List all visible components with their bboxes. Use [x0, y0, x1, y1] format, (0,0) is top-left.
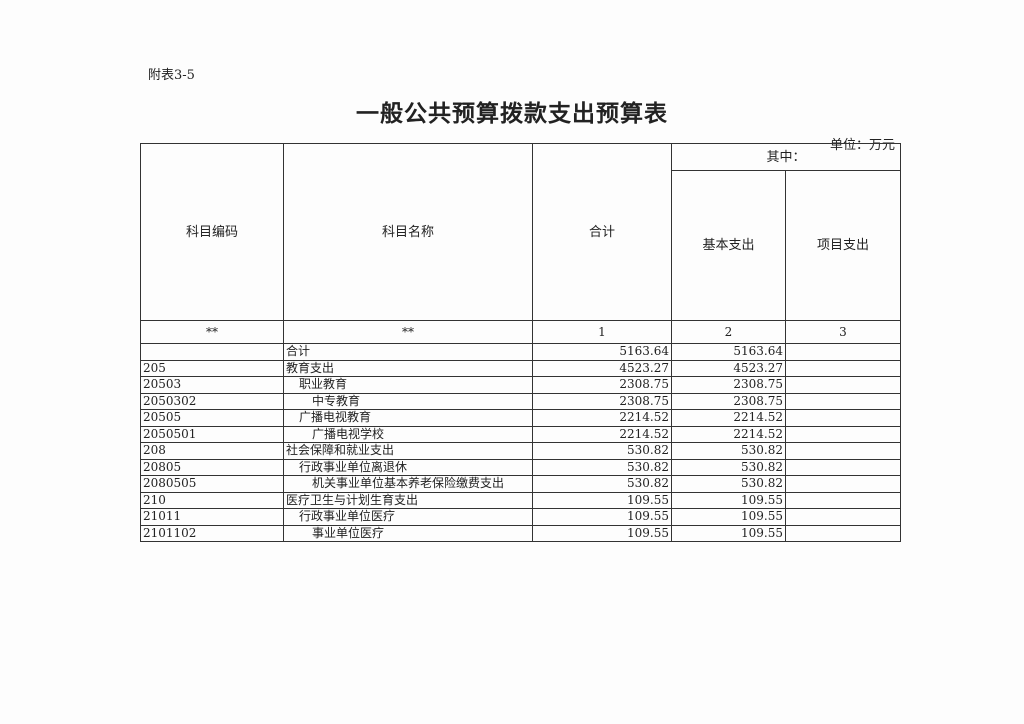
project-cell — [785, 458, 901, 476]
name-cell: 行政事业单位医疗 — [283, 508, 533, 526]
header-code: 科目编码 — [140, 143, 284, 321]
code-cell: 2080505 — [140, 475, 284, 493]
name-cell: 机关事业单位基本养老保险缴费支出 — [283, 475, 533, 493]
header-name: 科目名称 — [283, 143, 533, 321]
total-cell: 530.82 — [532, 458, 672, 476]
project-cell — [785, 343, 901, 361]
name-cell: 行政事业单位离退休 — [283, 458, 533, 476]
header-total: 合计 — [532, 143, 672, 321]
code-cell: 210 — [140, 491, 284, 509]
total-cell: 109.55 — [532, 524, 672, 542]
basic-cell: 530.82 — [671, 442, 786, 460]
total-cell: 530.82 — [532, 475, 672, 493]
index-cell: 2 — [671, 320, 786, 344]
basic-cell: 2214.52 — [671, 409, 786, 427]
name-cell: 广播电视学校 — [283, 425, 533, 443]
name-cell: 合计 — [283, 343, 533, 361]
total-cell: 2214.52 — [532, 409, 672, 427]
table-row: 20805 行政事业单位离退休 530.82 530.82 — [140, 458, 901, 476]
basic-cell: 4523.27 — [671, 359, 786, 377]
project-cell — [785, 508, 901, 526]
table-row: 2050501 广播电视学校 2214.52 2214.52 — [140, 425, 901, 443]
table-row: 20503 职业教育 2308.75 2308.75 — [140, 376, 901, 394]
project-cell — [785, 524, 901, 542]
name-cell: 职业教育 — [283, 376, 533, 394]
header-of-which: 其中： — [671, 142, 901, 172]
code-cell: 205 — [140, 359, 284, 377]
table-row: 2080505 机关事业单位基本养老保险缴费支出 530.82 530.82 — [140, 475, 901, 493]
code-cell: 20805 — [140, 458, 284, 476]
name-cell: 广播电视教育 — [283, 409, 533, 427]
index-cell: 3 — [785, 320, 901, 344]
total-cell: 2308.75 — [532, 392, 672, 410]
project-cell — [785, 475, 901, 493]
total-cell: 5163.64 — [532, 343, 672, 361]
index-cell: 1 — [532, 320, 672, 344]
project-cell — [785, 409, 901, 427]
table-row: 21011 行政事业单位医疗 109.55 109.55 — [140, 508, 901, 526]
code-cell: 21011 — [140, 508, 284, 526]
basic-cell: 109.55 — [671, 491, 786, 509]
index-row: ** ** 1 2 3 — [140, 320, 901, 344]
code-cell: 20505 — [140, 409, 284, 427]
project-cell — [785, 359, 901, 377]
budget-table: 科目编码 科目名称 合计 其中： 基本支出 项目支出 ** ** 1 2 3 合… — [140, 142, 901, 542]
basic-cell: 2308.75 — [671, 392, 786, 410]
index-cell: ** — [140, 320, 284, 344]
basic-cell: 5163.64 — [671, 343, 786, 361]
basic-cell: 109.55 — [671, 524, 786, 542]
table-row: 2101102 事业单位医疗 109.55 109.55 — [140, 524, 901, 542]
total-cell: 2308.75 — [532, 376, 672, 394]
total-cell: 4523.27 — [532, 359, 672, 377]
table-row: 205 教育支出 4523.27 4523.27 — [140, 359, 901, 377]
total-cell: 109.55 — [532, 491, 672, 509]
basic-cell: 2308.75 — [671, 376, 786, 394]
code-cell — [140, 343, 284, 361]
index-cell: ** — [283, 320, 533, 344]
doc-label: 附表3-5 — [148, 68, 195, 83]
basic-cell: 109.55 — [671, 508, 786, 526]
table-row: 208 社会保障和就业支出 530.82 530.82 — [140, 442, 901, 460]
basic-cell: 530.82 — [671, 458, 786, 476]
code-cell: 20503 — [140, 376, 284, 394]
total-cell: 2214.52 — [532, 425, 672, 443]
name-cell: 中专教育 — [283, 392, 533, 410]
name-cell: 事业单位医疗 — [283, 524, 533, 542]
header-basic: 基本支出 — [671, 170, 786, 321]
code-cell: 2050501 — [140, 425, 284, 443]
header-project: 项目支出 — [785, 170, 901, 321]
table-row: 合计 5163.64 5163.64 — [140, 343, 901, 361]
project-cell — [785, 442, 901, 460]
name-cell: 教育支出 — [283, 359, 533, 377]
page-title: 一般公共预算拨款支出预算表 — [356, 100, 668, 127]
code-cell: 2050302 — [140, 392, 284, 410]
code-cell: 2101102 — [140, 524, 284, 542]
table-row: 20505 广播电视教育 2214.52 2214.52 — [140, 409, 901, 427]
code-cell: 208 — [140, 442, 284, 460]
basic-cell: 530.82 — [671, 475, 786, 493]
total-cell: 530.82 — [532, 442, 672, 460]
name-cell: 社会保障和就业支出 — [283, 442, 533, 460]
total-cell: 109.55 — [532, 508, 672, 526]
project-cell — [785, 376, 901, 394]
table-row: 210 医疗卫生与计划生育支出 109.55 109.55 — [140, 491, 901, 509]
project-cell — [785, 425, 901, 443]
project-cell — [785, 392, 901, 410]
table-row: 2050302 中专教育 2308.75 2308.75 — [140, 392, 901, 410]
name-cell: 医疗卫生与计划生育支出 — [283, 491, 533, 509]
project-cell — [785, 491, 901, 509]
basic-cell: 2214.52 — [671, 425, 786, 443]
